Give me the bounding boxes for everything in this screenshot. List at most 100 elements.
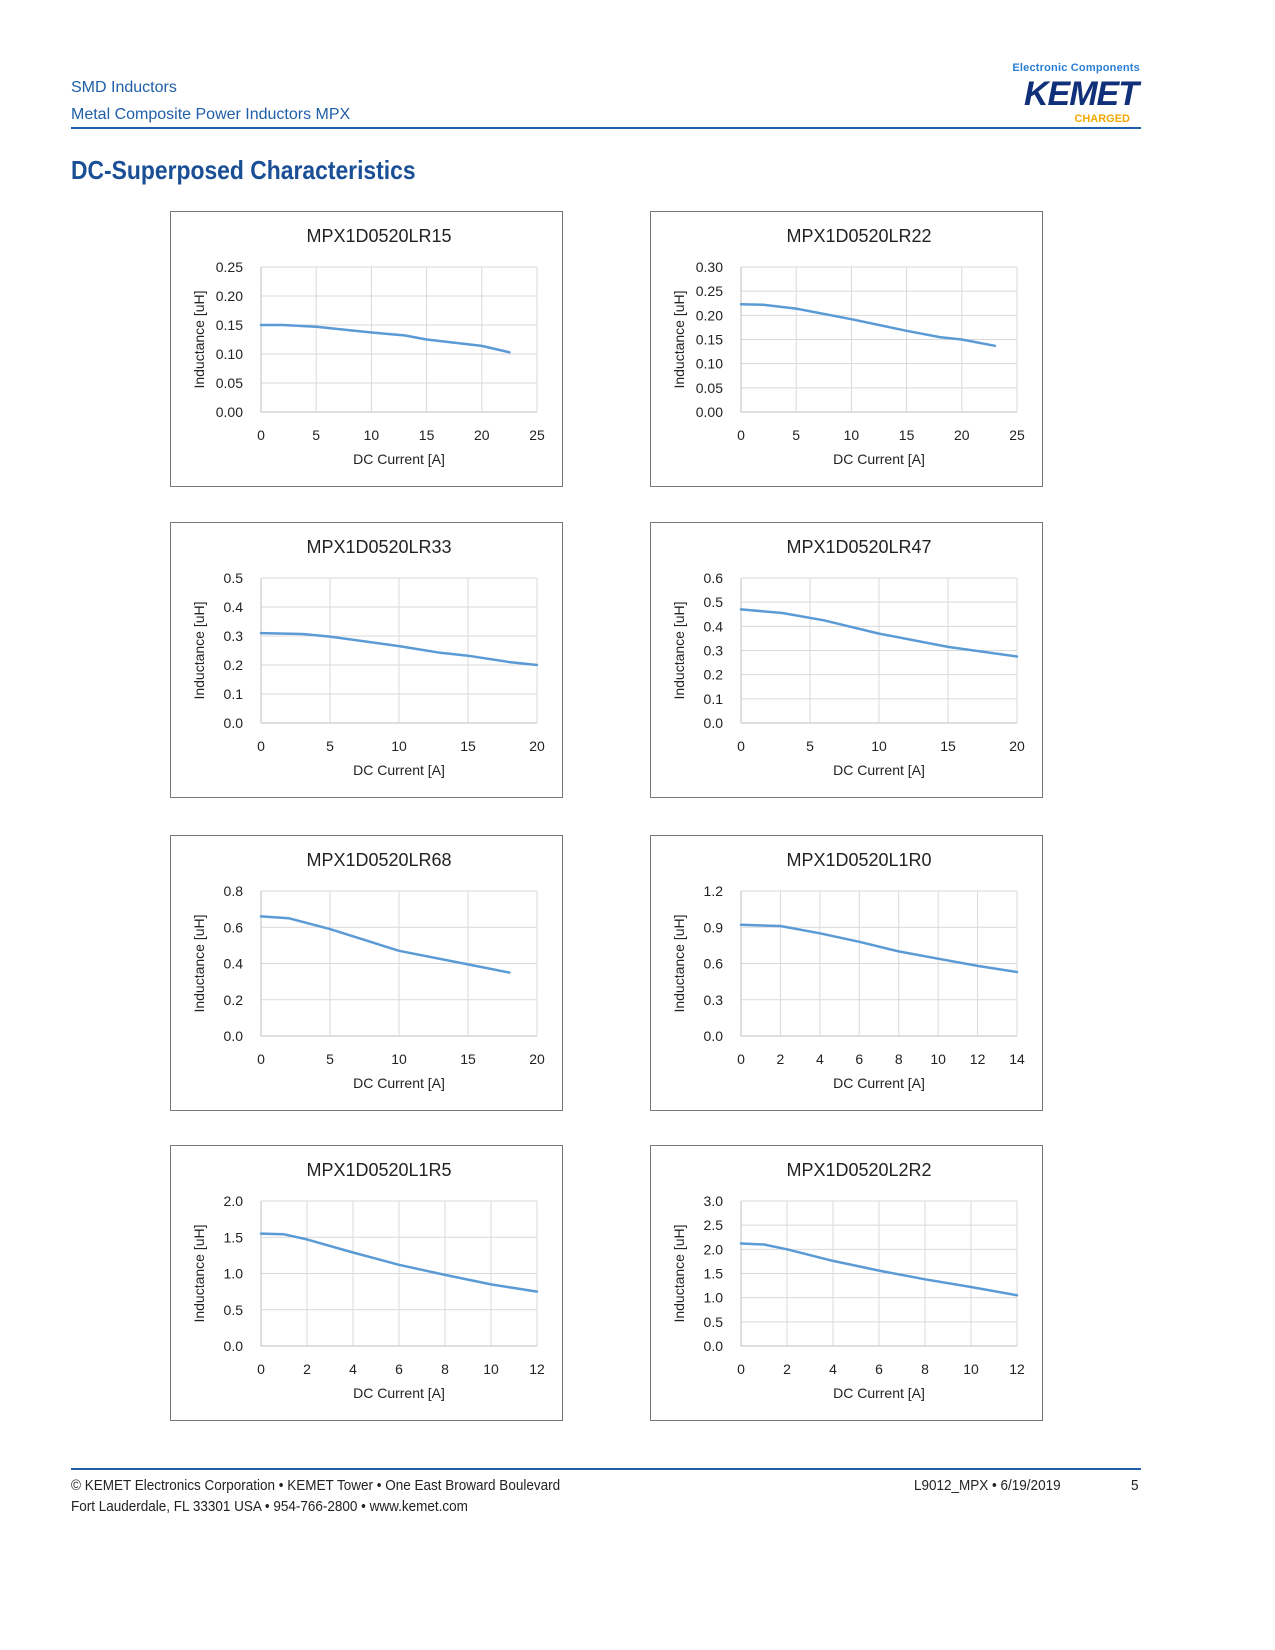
y-axis-label: Inductance [uH]: [671, 914, 687, 1012]
chart-lr68: MPX1D0520LR68 0.0 0.2 0.4 0.6 0.8 0 5 10 15 20 DC C…: [170, 835, 563, 1111]
inductance-curve: [739, 608, 1019, 658]
y-tick-label: 0.3: [224, 628, 244, 644]
y-tick-label: 0.6: [704, 570, 724, 586]
y-tick-label: 0.1: [224, 686, 244, 702]
y-tick-label: 0.25: [216, 259, 243, 275]
y-tick-label: 0.2: [224, 992, 244, 1008]
x-tick-label: 15: [460, 738, 476, 754]
y-tick-label: 0.1: [704, 691, 724, 707]
inductance-curve: [259, 631, 539, 667]
y-tick-label: 0.4: [224, 599, 244, 615]
y-tick-label: 0.20: [216, 288, 243, 304]
x-tick-label: 10: [844, 427, 860, 443]
inductance-curve: [259, 915, 511, 974]
chart-svg: MPX1D0520LR33 0.0 0.1 0.2 0.3 0.4 0.5 0 5 10 15 20 D…: [191, 537, 545, 778]
inductance-curve: [259, 1232, 539, 1293]
x-axis-label: DC Current [A]: [353, 1075, 445, 1091]
x-axis-label: DC Current [A]: [353, 762, 445, 778]
y-tick-label: 1.0: [224, 1266, 244, 1282]
x-tick-label: 20: [474, 427, 490, 443]
x-axis-label: DC Current [A]: [353, 451, 445, 467]
chart-l1r0: MPX1D0520L1R0 0.0 0.3 0.6 0.9 1.2 0 2 4 6 8 10 12 14 D…: [650, 835, 1043, 1111]
x-tick-label: 4: [349, 1361, 357, 1377]
x-tick-label: 4: [829, 1361, 837, 1377]
y-tick-label: 0.20: [696, 307, 723, 323]
footer-address-1: © KEMET Electronics Corporation • KEMET …: [71, 1477, 561, 1494]
chart-title: MPX1D0520LR47: [786, 537, 931, 557]
x-tick-label: 2: [303, 1361, 311, 1377]
y-tick-label: 0.15: [216, 317, 243, 333]
y-tick-label: 1.0: [704, 1290, 724, 1306]
x-axis-label: DC Current [A]: [833, 762, 925, 778]
y-tick-label: 0.0: [224, 715, 244, 731]
x-tick-label: 12: [970, 1051, 986, 1067]
chart-svg: MPX1D0520LR15 0.00 0.05 0.10 0.15 0.20 0.25 0 5 1…: [191, 226, 545, 467]
y-tick-label: 0.5: [224, 1302, 244, 1318]
y-tick-label: 0.5: [224, 570, 244, 586]
inductance-curve: [739, 1242, 1019, 1297]
chart-title: MPX1D0520LR68: [306, 850, 451, 870]
x-tick-label: 14: [1009, 1051, 1025, 1067]
x-tick-label: 15: [419, 427, 435, 443]
y-tick-label: 0.3: [704, 992, 724, 1008]
y-tick-label: 0.2: [704, 667, 724, 683]
kemet-logo: Electronic Components KEMET CHARGED: [990, 62, 1140, 126]
logo-tagline: Electronic Components: [1012, 62, 1140, 74]
y-tick-label: 0.0: [224, 1338, 244, 1354]
x-tick-label: 5: [326, 738, 334, 754]
y-tick-label: 0.05: [216, 375, 243, 391]
header-divider: [71, 127, 1141, 129]
footer-doc-id: L9012_MPX • 6/19/2019: [914, 1477, 1061, 1494]
header-category: SMD Inductors: [71, 79, 177, 96]
x-tick-label: 10: [963, 1361, 979, 1377]
x-tick-label: 10: [364, 427, 380, 443]
x-tick-label: 0: [737, 1051, 745, 1067]
chart-title: MPX1D0520LR15: [306, 226, 451, 246]
x-tick-label: 2: [783, 1361, 791, 1377]
x-tick-label: 8: [921, 1361, 929, 1377]
y-axis-label: Inductance [uH]: [191, 601, 207, 699]
x-tick-label: 0: [257, 427, 265, 443]
chart-lr15: MPX1D0520LR15 0.00 0.05 0.10 0.15 0.20 0.25 0 5 1…: [170, 211, 563, 487]
chart-title: MPX1D0520L1R5: [306, 1160, 451, 1180]
x-tick-label: 6: [395, 1361, 403, 1377]
x-tick-label: 12: [529, 1361, 545, 1377]
page-number: 5: [1131, 1477, 1139, 1494]
inductance-curve: [739, 302, 997, 348]
x-tick-label: 5: [792, 427, 800, 443]
y-tick-label: 0.00: [216, 404, 243, 420]
inductance-curve: [259, 323, 511, 354]
chart-title: MPX1D0520L2R2: [786, 1160, 931, 1180]
y-tick-label: 0.0: [704, 1338, 724, 1354]
y-tick-label: 1.2: [704, 883, 724, 899]
x-axis-label: DC Current [A]: [833, 451, 925, 467]
x-tick-label: 20: [529, 738, 545, 754]
header-product-line: Metal Composite Power Inductors MPX: [71, 106, 351, 123]
y-axis-label: Inductance [uH]: [191, 290, 207, 388]
x-tick-label: 10: [391, 738, 407, 754]
x-axis-label: DC Current [A]: [833, 1385, 925, 1401]
x-tick-label: 15: [899, 427, 915, 443]
chart-lr47: MPX1D0520LR47 0.0 0.1 0.2 0.3 0.4 0.5 0.6 0 5 10 15…: [650, 522, 1043, 798]
y-tick-label: 1.5: [224, 1229, 244, 1245]
y-tick-label: 0.00: [696, 404, 723, 420]
y-axis-label: Inductance [uH]: [671, 1224, 687, 1322]
y-axis-label: Inductance [uH]: [671, 290, 687, 388]
chart-svg: MPX1D0520LR68 0.0 0.2 0.4 0.6 0.8 0 5 10 15 20 DC C…: [191, 850, 545, 1091]
x-tick-label: 8: [441, 1361, 449, 1377]
y-tick-label: 0.10: [696, 356, 723, 372]
x-axis-label: DC Current [A]: [353, 1385, 445, 1401]
y-tick-label: 0.25: [696, 283, 723, 299]
x-tick-label: 25: [529, 427, 545, 443]
x-tick-label: 15: [460, 1051, 476, 1067]
x-tick-label: 20: [954, 427, 970, 443]
footer-address-2: Fort Lauderdale, FL 33301 USA • 954-766-…: [71, 1498, 468, 1515]
x-tick-label: 0: [737, 427, 745, 443]
x-tick-label: 4: [816, 1051, 824, 1067]
x-tick-label: 0: [257, 1361, 265, 1377]
y-axis-label: Inductance [uH]: [191, 914, 207, 1012]
logo-sub: CHARGED: [1074, 113, 1130, 125]
y-tick-label: 0.4: [704, 618, 724, 634]
x-tick-label: 5: [326, 1051, 334, 1067]
x-tick-label: 15: [940, 738, 956, 754]
